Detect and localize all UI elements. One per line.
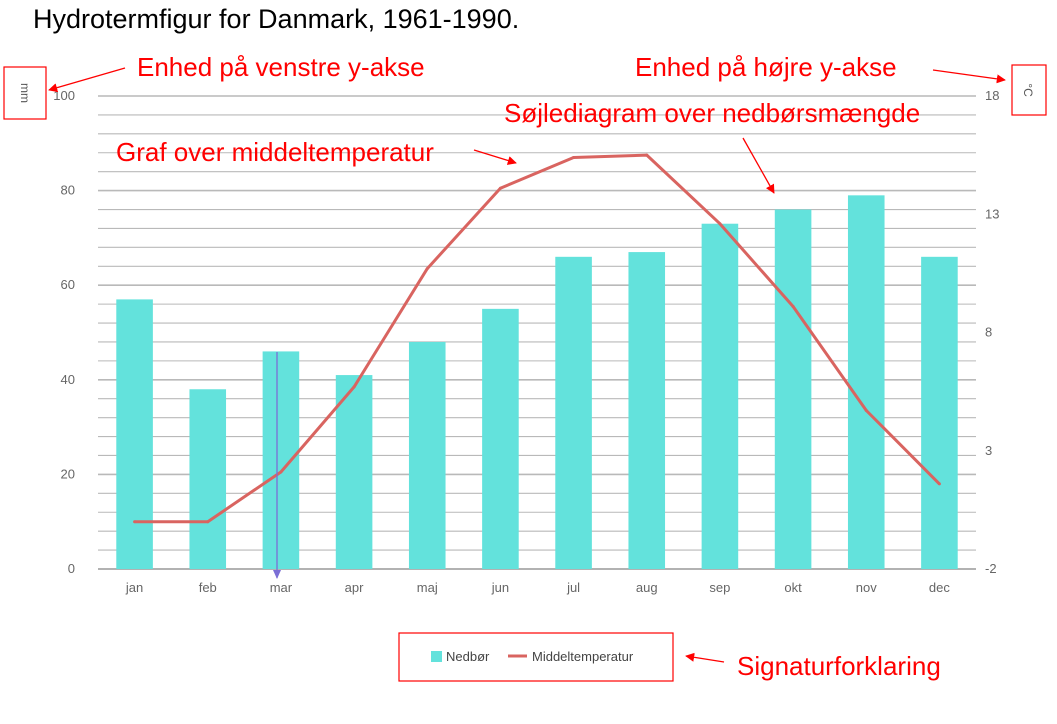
x-tick-label-aug: aug — [636, 580, 658, 595]
arrow-bars — [742, 137, 775, 194]
x-tick-label-dec: dec — [929, 580, 950, 595]
x-tick-label-nov: nov — [856, 580, 877, 595]
temperature-point-nov — [864, 409, 868, 413]
temperature-point-feb — [206, 520, 210, 524]
x-tick-label-maj: maj — [417, 580, 438, 595]
bar-maj — [408, 341, 446, 569]
legend-swatch-nedbor — [431, 651, 442, 662]
x-tick-label-jun: jun — [491, 580, 509, 595]
temperature-point-jul — [572, 155, 576, 159]
right-tick-label: 3 — [985, 443, 992, 458]
temperature-point-apr — [352, 385, 356, 389]
right-unit-label: °C — [1021, 83, 1035, 97]
arrow-left-unit — [48, 67, 126, 93]
left-unit-box — [3, 66, 47, 120]
temperature-line-group — [133, 153, 941, 524]
bar-aug — [628, 252, 666, 569]
x-tick-label-okt: okt — [784, 580, 802, 595]
right-tick-label: 13 — [985, 206, 999, 221]
arrow-right-unit — [932, 69, 1006, 84]
x-tick-label-jul: jul — [566, 580, 580, 595]
annotation-legend: Signaturforklaring — [737, 651, 941, 681]
temperature-point-jan — [133, 520, 137, 524]
left-tick-label: 100 — [53, 88, 75, 103]
annotation-line: Graf over middeltemperatur — [116, 137, 434, 167]
x-tick-label-apr: apr — [345, 580, 364, 595]
right-unit-box — [1011, 64, 1047, 116]
legend-label-middeltemperatur: Middeltemperatur — [532, 649, 634, 664]
march-marker-arrowhead — [273, 570, 281, 579]
bar-nov — [847, 195, 885, 569]
left-tick-label: 60 — [61, 277, 75, 292]
temperature-point-dec — [937, 482, 941, 486]
right-tick-label: -2 — [985, 561, 997, 576]
temperature-line — [134, 153, 941, 524]
chart-title: Hydrotermfigur for Danmark, 1961-1990. — [33, 4, 519, 34]
grid-lines — [98, 95, 976, 570]
right-tick-label: 18 — [985, 88, 999, 103]
precipitation-bars — [116, 195, 958, 569]
arrow-legend — [685, 652, 725, 663]
bar-feb — [189, 389, 227, 569]
annotation-right-unit: Enhed på højre y-akse — [635, 52, 897, 82]
bar-okt — [774, 209, 812, 569]
temperature-point-okt — [791, 304, 795, 308]
x-tick-label-sep: sep — [709, 580, 730, 595]
right-axis-ticks: -2 3 8 13 18 — [985, 88, 999, 576]
temperature-point-mar — [279, 470, 283, 474]
right-tick-label: 8 — [985, 325, 992, 340]
temperature-point-jun — [498, 186, 502, 190]
temperature-point-sep — [718, 222, 722, 226]
x-tick-label-mar: mar — [270, 580, 293, 595]
annotation-bars: Søjlediagram over nedbørsmængde — [504, 98, 920, 128]
bar-apr — [335, 375, 373, 569]
x-tick-label-feb: feb — [199, 580, 217, 595]
arrow-line — [473, 149, 517, 165]
bar-jun — [482, 308, 519, 569]
left-tick-label: 40 — [61, 372, 75, 387]
left-unit-label: mm — [18, 83, 32, 103]
bar-dec — [921, 256, 958, 569]
left-tick-label: 80 — [61, 183, 75, 198]
bar-jan — [116, 299, 153, 569]
bar-sep — [701, 223, 739, 569]
x-tick-label-jan: jan — [125, 580, 143, 595]
left-tick-label: 20 — [61, 466, 75, 481]
legend-label-nedbor: Nedbør — [446, 649, 490, 664]
legend-box — [398, 632, 674, 682]
left-tick-label: 0 — [68, 561, 75, 576]
bar-mar — [262, 351, 300, 569]
x-axis-labels: jan feb mar apr maj jun jul aug sep okt nov dec — [125, 580, 950, 595]
left-axis-ticks: 0 20 40 60 80 100 — [53, 88, 75, 576]
bar-jul — [555, 256, 592, 569]
temperature-point-aug — [645, 153, 649, 157]
annotation-left-unit: Enhed på venstre y-akse — [137, 52, 425, 82]
temperature-point-maj — [425, 267, 429, 271]
